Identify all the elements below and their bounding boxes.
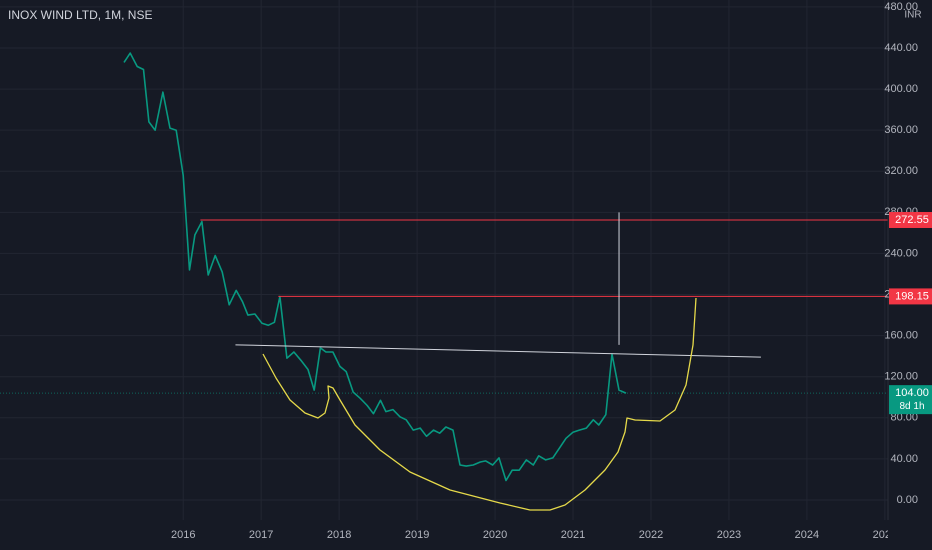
x-tick-label: 2024 [795,529,819,541]
y-tick-label: 360.00 [884,124,918,136]
y-tick-label: 120.00 [884,371,918,383]
y-tick-label: 240.00 [884,247,918,259]
x-tick-label: 2018 [327,529,351,541]
y-tick-label: 440.00 [884,42,918,54]
chart-title: INOX WIND LTD, 1M, NSE [8,8,152,22]
x-tick-label: 2023 [717,529,741,541]
price-axis: 0.0040.0080.00120.00160.00200.00240.0028… [884,1,932,506]
last-price-label: 104.00 [895,387,929,399]
price-label: 272.55 [895,214,929,226]
y-tick-label: 80.00 [890,412,918,424]
y-tick-label: 480.00 [884,1,918,13]
trend-line [235,344,761,358]
price-label: 198.15 [895,290,929,302]
price-axis-panel [888,0,932,550]
x-tick-label: 2017 [249,529,273,541]
y-tick-label: 0.00 [897,494,918,506]
y-tick-label: 160.00 [884,330,918,342]
price-line [123,52,627,482]
price-label-box [889,288,932,305]
currency-label: INR [904,10,921,21]
x-tick-label: 2019 [405,529,429,541]
countdown-label: 8d 1h [899,401,924,412]
x-tick-label: 2020 [483,529,507,541]
x-tick-label: 2016 [171,529,195,541]
cup-drawing [262,297,697,511]
y-tick-label: 320.00 [884,165,918,177]
y-tick-label: 40.00 [890,453,918,465]
plot-area [0,52,888,482]
x-tick-label: 2021 [561,529,585,541]
last-price-box [889,385,932,415]
x-tick-label: 2022 [639,529,663,541]
y-tick-label: 400.00 [884,83,918,95]
price-label-box [889,211,932,228]
